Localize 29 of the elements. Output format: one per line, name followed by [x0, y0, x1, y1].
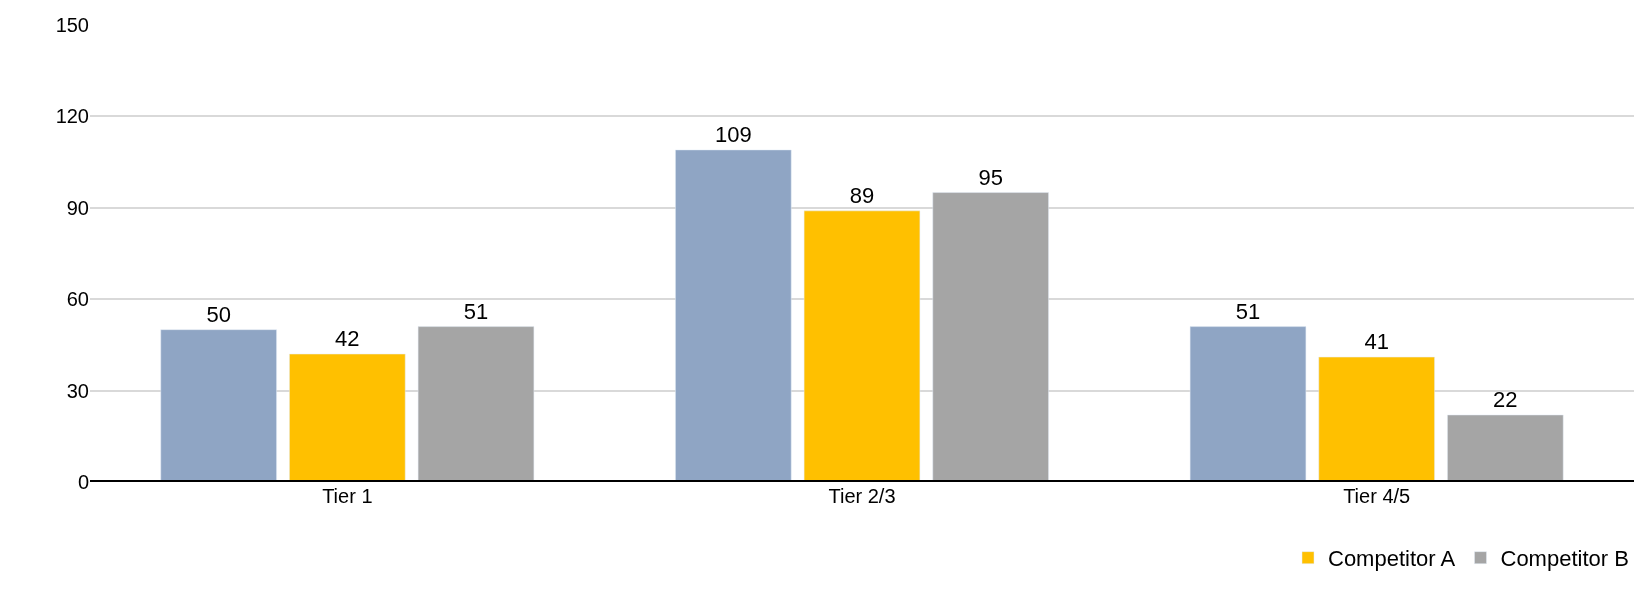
x-tick-label: Tier 1 [322, 485, 373, 507]
x-tick-label: Tier 4/5 [1343, 485, 1411, 507]
legend-label: Competitor A [1328, 546, 1456, 572]
bar [417, 326, 535, 482]
bar [1189, 326, 1307, 482]
data-label: 51 [463, 298, 489, 324]
data-label: 95 [978, 164, 1003, 190]
bar [803, 210, 921, 482]
data-label: 50 [206, 301, 231, 327]
y-tick-label: 60 [66, 288, 89, 311]
y-tick-label: 120 [55, 105, 89, 128]
y-tick-label: 90 [66, 196, 89, 219]
y-tick-label: 0 [77, 471, 89, 493]
bar [160, 329, 277, 482]
y-tick-label: 30 [66, 379, 89, 402]
data-label: 41 [1364, 329, 1389, 355]
data-label: 42 [335, 326, 360, 352]
bar [1318, 356, 1435, 482]
data-label: 109 [714, 121, 752, 147]
data-label: 22 [1493, 386, 1518, 412]
x-tick-label: Tier 2/3 [828, 485, 896, 507]
bar [675, 149, 792, 482]
bar [289, 353, 406, 482]
bar [932, 192, 1049, 482]
legend-label: Competitor B [1500, 546, 1629, 572]
data-label: 89 [849, 182, 875, 208]
bar [1447, 414, 1564, 482]
y-tick-label: 150 [55, 14, 89, 36]
data-label: 51 [1235, 298, 1261, 324]
